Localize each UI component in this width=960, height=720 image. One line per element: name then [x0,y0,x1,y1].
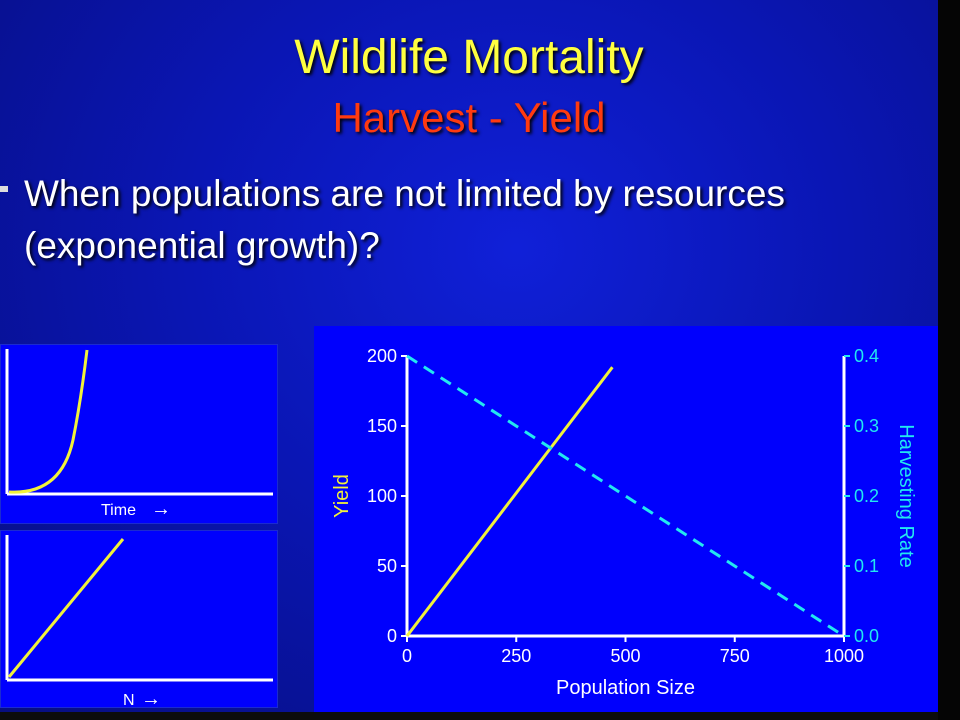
linear-growth-panel: N → [0,530,278,710]
yield-harvest-panel: 0 250 500 750 1000 0 50 100 150 200 0.0 0.1 0.2 0.3 0.… [314,326,938,712]
x-tick-label: 0 [402,646,412,666]
y2-tick-label: 0.0 [854,626,879,646]
y-tick-label: 0 [387,626,397,646]
x-axis-label: Population Size [556,677,695,699]
y-tick-label: 50 [377,556,397,576]
y2-tick-label: 0.4 [854,346,879,366]
right-frame-strip [938,0,960,720]
linear-line [7,538,125,678]
y2-tick-label: 0.2 [854,486,879,506]
y2-axis-label: Harvesting Rate [895,424,917,567]
y-tick-label: 150 [367,416,397,436]
n-chart-arrow: → [141,688,161,709]
y-tick-label: 100 [367,486,397,506]
y-axis-label: Yield [331,474,353,518]
harvesting-rate-line [406,354,845,638]
slide-subtitle: Harvest - Yield [332,94,606,141]
x-tick-label: 750 [720,646,750,666]
time-chart-arrow: → [151,498,171,520]
x-tick-label: 500 [610,646,640,666]
exponential-growth-chart: Time → [5,349,273,520]
y2-tick-label: 0.1 [854,556,879,576]
n-chart-xlabel: N [123,692,135,709]
x-tick-label: 1000 [824,646,864,666]
bottom-frame-strip [0,712,938,720]
y2-tick-label: 0.3 [854,416,879,436]
yield-line [405,366,614,637]
bullet-text: When populations are not limited by reso… [24,173,785,266]
slide-title: Wildlife Mortality [294,31,644,84]
x-tick-label: 250 [501,646,531,666]
linear-growth-chart: N → [5,535,273,710]
yield-harvest-chart: 0 250 500 750 1000 0 50 100 150 200 0.0 0.1 0.2 0.3 0.… [331,346,917,699]
time-chart-xlabel: Time [101,502,136,519]
exponential-growth-panel: Time → [0,344,278,524]
bullet-marker [0,186,8,192]
y-tick-label: 200 [367,346,397,366]
exponential-curve [8,349,89,494]
